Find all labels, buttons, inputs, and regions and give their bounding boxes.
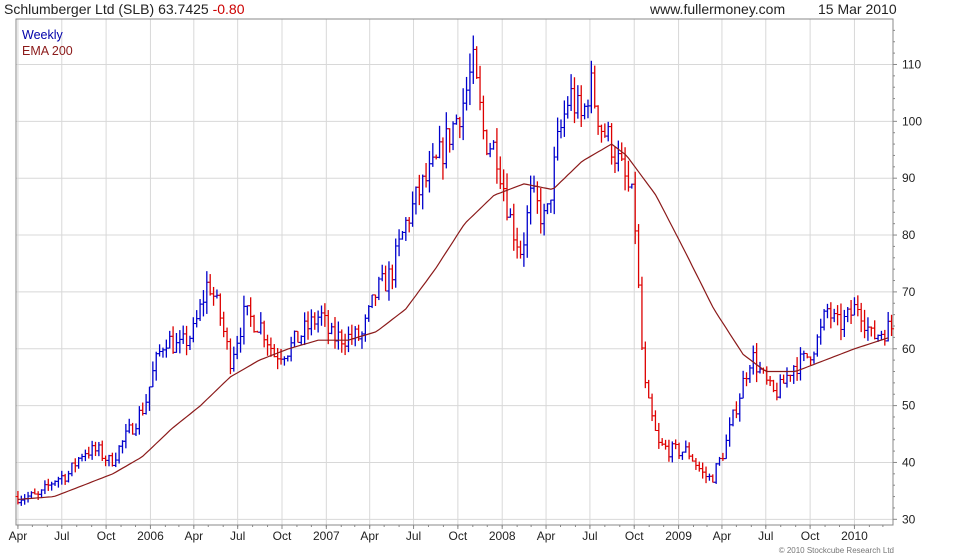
y-tick-label: 30 bbox=[902, 512, 916, 526]
chart-title-text: Schlumberger Ltd (SLB) 63.7425 bbox=[4, 1, 209, 17]
x-tick-label: Apr bbox=[713, 529, 732, 543]
x-tick-label: Jul bbox=[406, 529, 421, 543]
x-tick-label: 2006 bbox=[137, 529, 164, 543]
x-tick-label: Oct bbox=[625, 529, 644, 543]
chart-date: 15 Mar 2010 bbox=[818, 1, 897, 17]
weekly-bars bbox=[15, 35, 895, 506]
plot-frame bbox=[15, 18, 894, 526]
y-tick-label: 110 bbox=[902, 57, 921, 71]
grid-lines bbox=[16, 19, 893, 525]
x-tick-label: Apr bbox=[360, 529, 379, 543]
x-tick-label: Oct bbox=[801, 529, 820, 543]
chart-title: Schlumberger Ltd (SLB) 63.7425 -0.80 bbox=[4, 1, 245, 17]
x-tick-label: Oct bbox=[449, 529, 468, 543]
x-tick-label: Oct bbox=[273, 529, 292, 543]
y-tick-label: 40 bbox=[902, 455, 916, 469]
y-tick-label: 60 bbox=[902, 342, 916, 356]
x-axis-ticks: Apr Jul Oct 2006 Apr Jul Oct 2007 Apr Jul Oct 2008 A… bbox=[9, 525, 884, 543]
x-tick-label: Jul bbox=[230, 529, 245, 543]
source-site[interactable]: www.fullermoney.com bbox=[650, 1, 786, 17]
y-tick-label: 50 bbox=[902, 399, 916, 413]
legend-weekly: Weekly bbox=[22, 28, 63, 42]
y-tick-label: 90 bbox=[902, 171, 916, 185]
y-tick-label: 100 bbox=[902, 114, 922, 128]
x-tick-label: 2009 bbox=[665, 529, 692, 543]
x-tick-label: Apr bbox=[184, 529, 203, 543]
y-tick-label: 80 bbox=[902, 228, 916, 242]
x-tick-label: Apr bbox=[9, 529, 28, 543]
legend-ema: EMA 200 bbox=[22, 44, 73, 58]
ema-200-line bbox=[17, 143, 889, 500]
x-tick-label: 2010 bbox=[841, 529, 868, 543]
copyright-notice: © 2010 Stockcube Research Ltd bbox=[778, 546, 894, 555]
price-change: -0.80 bbox=[212, 1, 245, 17]
x-tick-label: 2008 bbox=[489, 529, 516, 543]
y-axis-ticks: 30 40 50 60 70 80 90 100 110 bbox=[893, 29, 922, 526]
x-tick-label: Apr bbox=[537, 529, 556, 543]
x-tick-label: Oct bbox=[97, 529, 116, 543]
x-tick-label: 2007 bbox=[313, 529, 340, 543]
x-tick-label: Jul bbox=[54, 529, 69, 543]
x-tick-label: Jul bbox=[758, 529, 773, 543]
y-tick-label: 70 bbox=[902, 285, 916, 299]
x-tick-label: Jul bbox=[582, 529, 597, 543]
